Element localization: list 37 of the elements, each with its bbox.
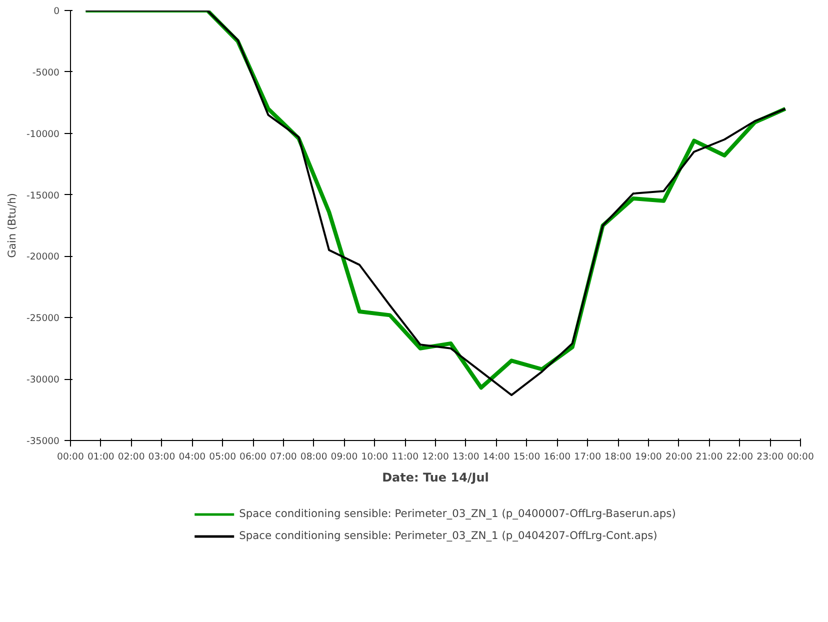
x-tick-label: 11:00 xyxy=(392,452,419,462)
x-tick-label: 05:00 xyxy=(209,452,236,462)
x-tick-label: 12:00 xyxy=(422,452,450,462)
legend-label: Space conditioning sensible: Perimeter_03_ZN_1 (p_0400007-OffLrg-Baserun.aps) xyxy=(239,507,676,520)
y-tick-label: -25000 xyxy=(26,313,60,324)
y-tick-label: -35000 xyxy=(26,436,60,447)
legend-label: Space conditioning sensible: Perimeter_03_ZN_1 (p_0404207-OffLrg-Cont.aps) xyxy=(239,529,658,542)
x-tick-label: 09:00 xyxy=(330,452,358,462)
x-tick-label: 02:00 xyxy=(118,452,145,462)
x-tick-label: 10:00 xyxy=(361,452,388,462)
y-tick-label: 0 xyxy=(54,6,60,17)
x-tick-label: 23:00 xyxy=(756,452,784,462)
x-tick-label: 00:00 xyxy=(57,452,84,462)
x-tick-label: 16:00 xyxy=(544,452,571,462)
x-tick-label: 06:00 xyxy=(240,452,267,462)
x-tick-label: 17:00 xyxy=(574,452,602,462)
x-tick-label: 13:00 xyxy=(452,452,480,462)
x-tick-label: 20:00 xyxy=(665,452,692,462)
x-tick-label: 22:00 xyxy=(726,452,754,462)
x-tick-label: 19:00 xyxy=(634,452,662,462)
x-tick-label: 14:00 xyxy=(482,452,510,462)
x-tick-label: 01:00 xyxy=(87,452,114,462)
x-tick-label: 15:00 xyxy=(513,452,540,462)
x-tick-label: 00:00 xyxy=(787,452,814,462)
x-tick-label: 21:00 xyxy=(696,452,723,462)
x-tick-label: 07:00 xyxy=(270,452,297,462)
x-tick-label: 04:00 xyxy=(178,452,206,462)
y-axis-title: Gain (Btu/h) xyxy=(5,193,18,258)
x-tick-label: 08:00 xyxy=(300,452,328,462)
x-axis-title: Date: Tue 14/Jul xyxy=(382,470,489,484)
y-tick-label: -30000 xyxy=(26,374,60,386)
y-tick-label: -15000 xyxy=(26,190,60,202)
y-tick-label: -5000 xyxy=(32,67,60,78)
y-tick-label: -10000 xyxy=(26,128,60,140)
y-tick-label: -20000 xyxy=(26,252,60,263)
x-tick-label: 03:00 xyxy=(148,452,176,462)
x-tick-label: 18:00 xyxy=(604,452,632,462)
